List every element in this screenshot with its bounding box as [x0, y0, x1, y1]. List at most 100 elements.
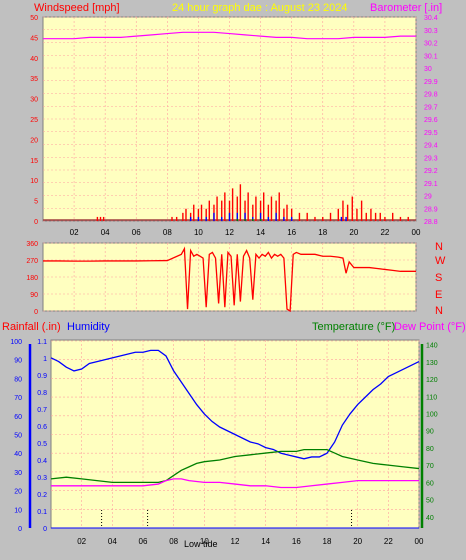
rain-time-tick-label-00: 00 — [415, 537, 424, 546]
barometer-tick-label-30: 30 — [424, 66, 432, 73]
temperature-tick-label-60: 60 — [426, 480, 434, 487]
rainfall-tick-label-0.7: 0.7 — [37, 407, 47, 414]
time-tick-label-02: 02 — [70, 228, 79, 237]
barometer-tick-label-30.1: 30.1 — [424, 53, 438, 60]
humidity-tick-label-10: 10 — [14, 507, 22, 514]
humidity-tick-label-100: 100 — [10, 339, 22, 346]
windspeed-axis-title: Windspeed [mph] — [34, 2, 120, 14]
time-tick-label-04: 04 — [101, 228, 110, 237]
barometer-tick-label-28.9: 28.9 — [424, 206, 438, 213]
time-tick-label-16: 16 — [287, 228, 296, 237]
rain-time-tick-label-06: 06 — [139, 537, 148, 546]
rainfall-tick-label-0.6: 0.6 — [37, 424, 47, 431]
time-tick-label-06: 06 — [132, 228, 141, 237]
windspeed-tick-label-15: 15 — [30, 158, 38, 165]
humidity-tick-label-70: 70 — [14, 395, 22, 402]
windspeed-tick-label-5: 5 — [34, 199, 38, 206]
rainfall-tick-label-0.2: 0.2 — [37, 492, 47, 499]
temperature-tick-label-50: 50 — [426, 498, 434, 505]
rainfall-tick-label-0: 0 — [43, 526, 47, 533]
windspeed-tick-label-25: 25 — [30, 117, 38, 124]
temperature-tick-label-140: 140 — [426, 343, 438, 350]
rainfall-tick-label-1: 1 — [43, 356, 47, 363]
direction-tick-label-360: 360 — [26, 241, 38, 248]
rain-time-tick-label-10: 10 — [200, 537, 209, 546]
compass-label-1: W — [435, 255, 446, 267]
rainfall-tick-label-0.1: 0.1 — [37, 509, 47, 516]
windspeed-tick-label-0: 0 — [34, 219, 38, 226]
humidity-tick-label-30: 30 — [14, 470, 22, 477]
barometer-tick-label-29.6: 29.6 — [424, 117, 438, 124]
barometer-tick-label-29.9: 29.9 — [424, 79, 438, 86]
time-tick-label-14: 14 — [256, 228, 265, 237]
direction-tick-label-0: 0 — [34, 309, 38, 316]
rain-time-axis-ticks: 02 04 06 08 10 12 14 16 18 20 22 00 — [77, 537, 424, 546]
barometer-tick-label-28.8: 28.8 — [424, 219, 438, 226]
humidity-tick-label-50: 50 — [14, 433, 22, 440]
humidity-line — [50, 349, 420, 460]
barometer-tick-label-29.4: 29.4 — [424, 143, 438, 150]
direction-tick-label-90: 90 — [30, 292, 38, 299]
windspeed-tick-label-50: 50 — [30, 15, 38, 22]
temperature-tick-label-120: 120 — [426, 377, 438, 384]
wind-direction-line — [43, 246, 416, 313]
direction-tick-label-270: 270 — [26, 258, 38, 265]
humidity-tick-label-90: 90 — [14, 358, 22, 365]
compass-label-0: N — [435, 241, 443, 253]
barometer-tick-label-29.8: 29.8 — [424, 92, 438, 99]
rainfall-axis-title: Rainfall (.in) — [2, 321, 61, 333]
humidity-tick-label-20: 20 — [14, 489, 22, 496]
windspeed-tick-label-30: 30 — [30, 97, 38, 104]
barometer-tick-label-29.3: 29.3 — [424, 155, 438, 162]
wind-direction-grid — [43, 242, 417, 312]
barometer-tick-label-29: 29 — [424, 194, 432, 201]
humidity-tick-label-80: 80 — [14, 376, 22, 383]
barometer-tick-label-29.7: 29.7 — [424, 104, 438, 111]
time-tick-label-10: 10 — [194, 228, 203, 237]
temperature-tick-label-40: 40 — [426, 515, 434, 522]
temperature-axis-title: Temperature (°F) — [312, 321, 395, 333]
temperature-line — [50, 448, 420, 483]
rain-time-tick-label-22: 22 — [384, 537, 393, 546]
time-tick-label-08: 08 — [163, 228, 172, 237]
temperature-tick-label-110: 110 — [426, 394, 437, 401]
wind-time-axis-ticks: 02 04 06 08 10 12 14 16 18 20 22 00 — [70, 228, 421, 237]
direction-tick-label-180: 180 — [26, 275, 38, 282]
time-tick-label-22: 22 — [380, 228, 389, 237]
rainfall-tick-label-1.1: 1.1 — [37, 339, 47, 346]
barometer-tick-label-30.2: 30.2 — [424, 41, 438, 48]
rain-humidity-temp-series — [28, 344, 424, 529]
low-tide-label: Low tide — [184, 539, 218, 549]
humidity-tick-label-60: 60 — [14, 414, 22, 421]
humidity-tick-label-40: 40 — [14, 451, 22, 458]
dewpoint-axis-title: Dew Point (°F) — [394, 321, 466, 333]
direction-axis-ticks: 0 90 180 270 360 — [26, 241, 38, 316]
barometer-axis-title: Barometer [.in] — [370, 2, 442, 14]
graph-date-title: 24 hour graph dae : August 23 2024 — [172, 2, 348, 14]
rainfall-tick-label-0.5: 0.5 — [37, 441, 47, 448]
time-tick-label-00: 00 — [412, 228, 421, 237]
temperature-tick-label-90: 90 — [426, 429, 434, 436]
rain-humidity-temp-grid — [51, 340, 420, 529]
humidity-tick-label-0: 0 — [18, 526, 22, 533]
windspeed-tick-label-35: 35 — [30, 76, 38, 83]
compass-label-2: S — [435, 272, 442, 284]
rain-time-tick-label-18: 18 — [323, 537, 332, 546]
barometer-tick-label-29.5: 29.5 — [424, 130, 438, 137]
wind-barometer-grid — [43, 16, 417, 222]
barometer-axis-ticks: 28.8 28.9 29 29.1 29.2 29.3 29.4 29.5 29.6 29.7 29… — [424, 15, 438, 226]
wind-direction-series — [43, 246, 416, 313]
rainfall-tick-label-0.3: 0.3 — [37, 475, 47, 482]
barometer-tick-label-29.1: 29.1 — [424, 181, 438, 188]
windspeed-tick-label-10: 10 — [30, 178, 38, 185]
compass-label-4: N — [435, 305, 443, 317]
rainfall-tick-label-0.9: 0.9 — [37, 373, 47, 380]
windspeed-axis-ticks: 0 5 10 15 20 25 30 35 40 45 50 — [30, 15, 38, 226]
barometer-tick-label-29.2: 29.2 — [424, 168, 438, 175]
rain-time-tick-label-08: 08 — [169, 537, 178, 546]
rain-time-tick-label-14: 14 — [261, 537, 270, 546]
temperature-tick-label-70: 70 — [426, 463, 434, 470]
rain-time-tick-label-16: 16 — [292, 537, 301, 546]
